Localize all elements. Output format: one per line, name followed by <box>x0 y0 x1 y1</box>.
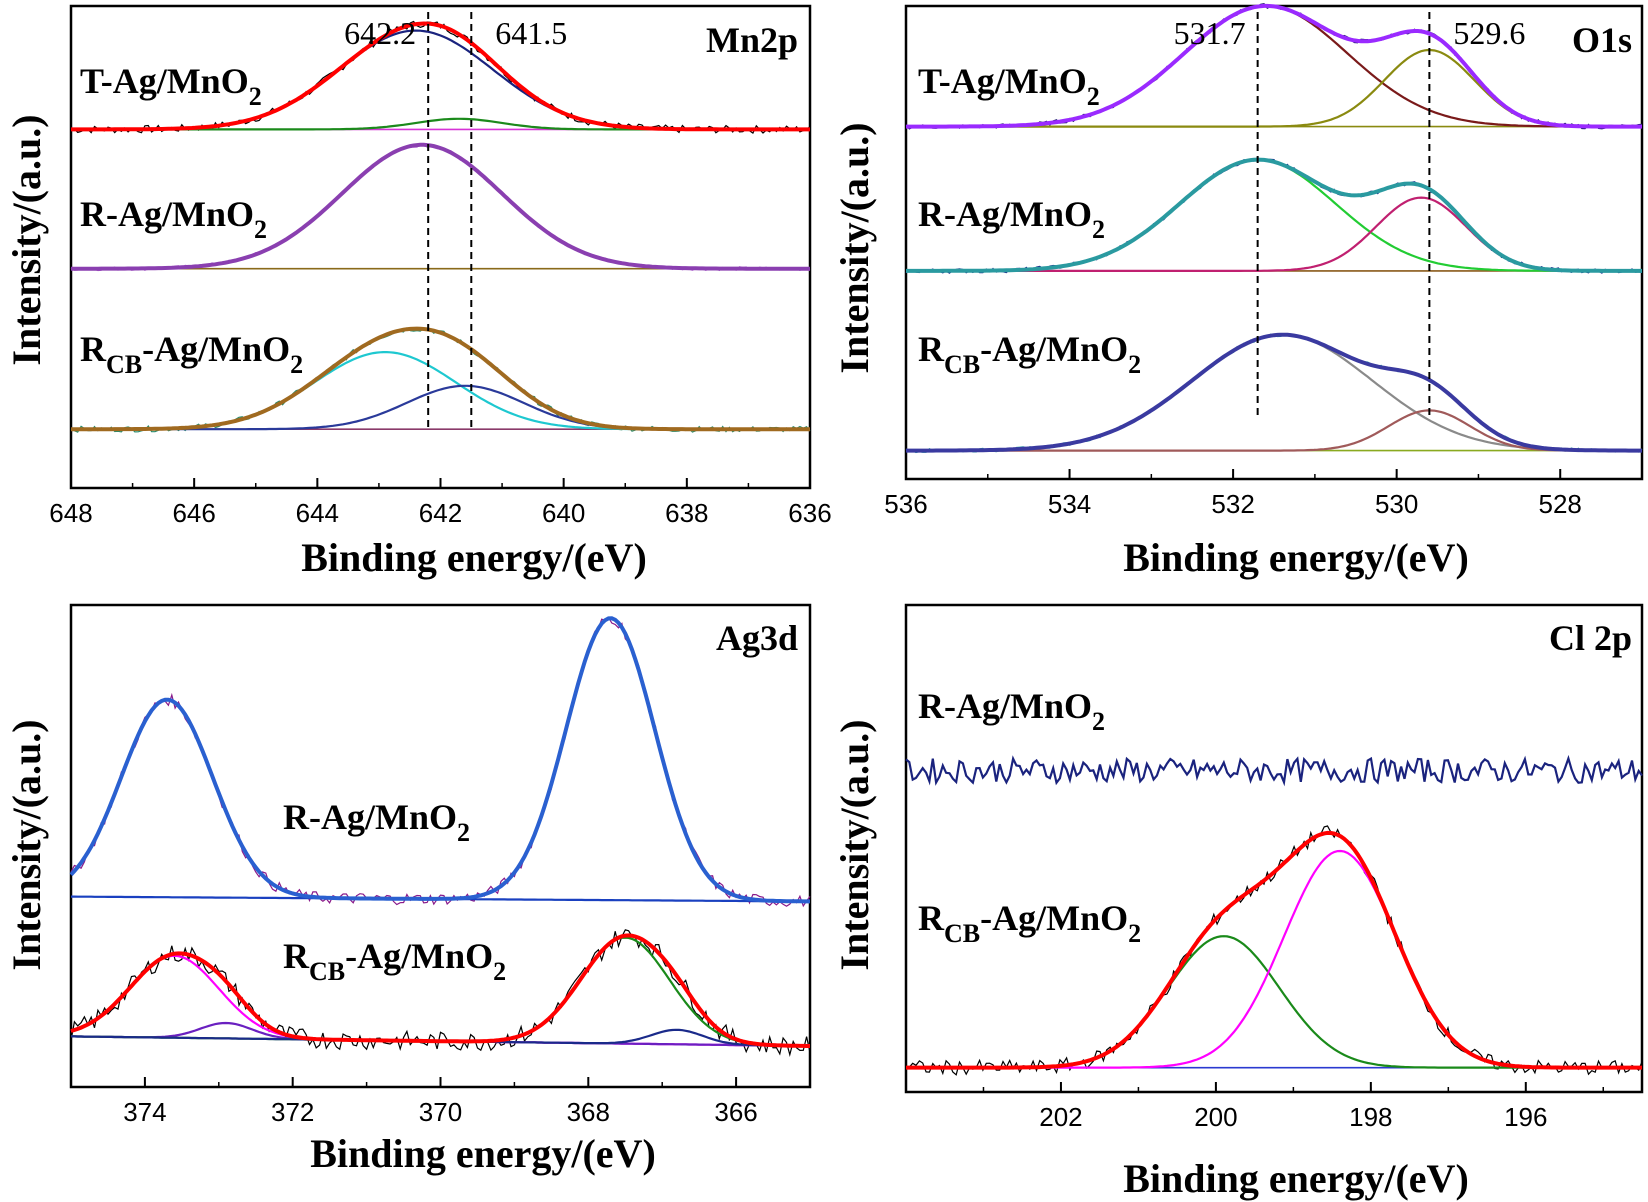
svg-text:R-Ag/MnO2: R-Ag/MnO2 <box>283 797 470 847</box>
envelope-o1s-1 <box>906 157 1642 273</box>
envelope-mn2p-0 <box>71 21 810 132</box>
peak-o1s-2-1 <box>906 409 1642 452</box>
annotation-label-mn2p-1: 641.5 <box>495 15 567 51</box>
ylabel-cl2p: Intensity/(a.u.) <box>832 719 877 970</box>
annotations-mn2p: 642.2 641.5 <box>344 12 567 428</box>
svg-text:RCB-Ag/MnO2: RCB-Ag/MnO2 <box>80 329 303 379</box>
panel-o1s: Intensity/(a.u.) O1s 536 534 532 530 528 531… <box>832 3 1644 580</box>
envelope-ag3d-1 <box>70 933 810 1048</box>
xtick-label-cl2p-0: 202 <box>1039 1102 1082 1132</box>
xtick-label-o1s-0: 536 <box>884 489 927 519</box>
curves-o1s <box>905 3 1643 454</box>
envelope-o1s-2 <box>906 332 1642 453</box>
curves-ag3d <box>69 616 811 1057</box>
annotation-label-o1s-1: 529.6 <box>1453 15 1525 51</box>
title-cl2p: Cl 2p <box>1549 618 1632 658</box>
raw-data-cl2p-1 <box>905 825 1643 1076</box>
sample-label-ag3d-0: R-Ag/MnO2 <box>283 797 470 847</box>
ylabel-ag3d: Intensity/(a.u.) <box>4 719 49 970</box>
xtick-label-mn2p-3: 642 <box>419 498 462 528</box>
panel-ag3d: Intensity/(a.u.) Ag3d 374 372 370 368 366 R-… <box>4 603 812 1176</box>
xtick-label-mn2p-4: 640 <box>542 498 585 528</box>
annotation-label-mn2p-0: 642.2 <box>344 15 416 51</box>
xlabel-cl2p: Binding energy/(eV) <box>1123 1156 1469 1201</box>
xticks-ag3d: 374 372 370 368 366 <box>123 1077 758 1127</box>
sample-label-o1s-2: RCB-Ag/MnO2 <box>918 329 1141 379</box>
sample-label-mn2p-1: R-Ag/MnO2 <box>80 194 267 244</box>
svg-text:T-Ag/MnO2: T-Ag/MnO2 <box>918 61 1100 111</box>
xtick-label-o1s-3: 530 <box>1375 489 1418 519</box>
title-mn2p: Mn2p <box>706 20 798 60</box>
raw-data-cl2p-0 <box>905 754 1643 787</box>
ylabel-o1s: Intensity/(a.u.) <box>832 122 877 373</box>
curves-mn2p <box>70 20 811 433</box>
sample-label-cl2p-0: R-Ag/MnO2 <box>918 686 1105 736</box>
svg-text:R-Ag/MnO2: R-Ag/MnO2 <box>918 686 1105 736</box>
svg-text:RCB-Ag/MnO2: RCB-Ag/MnO2 <box>918 898 1141 948</box>
svg-text:T-Ag/MnO2: T-Ag/MnO2 <box>80 61 262 111</box>
curves-cl2p <box>905 754 1643 1076</box>
sample-label-o1s-1: R-Ag/MnO2 <box>918 194 1105 244</box>
xtick-label-o1s-1: 534 <box>1048 489 1091 519</box>
svg-text:R-Ag/MnO2: R-Ag/MnO2 <box>918 194 1105 244</box>
envelope-cl2p-1 <box>906 830 1642 1070</box>
xtick-label-cl2p-2: 198 <box>1349 1102 1392 1132</box>
xtick-label-ag3d-4: 366 <box>714 1097 757 1127</box>
sample-label-mn2p-0: T-Ag/MnO2 <box>80 61 262 111</box>
xlabel-ag3d: Binding energy/(eV) <box>310 1131 656 1176</box>
svg-text:RCB-Ag/MnO2: RCB-Ag/MnO2 <box>918 329 1141 379</box>
panel-cl2p: Intensity/(a.u.) Cl 2p 202 200 198 196 R-Ag… <box>832 603 1644 1201</box>
xticks-cl2p: 202 200 198 196 <box>982 1082 1605 1132</box>
xlabel-o1s: Binding energy/(eV) <box>1123 535 1469 580</box>
xtick-label-ag3d-2: 370 <box>419 1097 462 1127</box>
sample-label-mn2p-2: RCB-Ag/MnO2 <box>80 329 303 379</box>
xtick-label-mn2p-2: 644 <box>296 498 339 528</box>
xtick-label-mn2p-1: 646 <box>172 498 215 528</box>
envelope-o1s-0 <box>906 3 1642 129</box>
raw-data-ag3d-1 <box>70 929 811 1057</box>
peak-mn2p-2-1 <box>71 384 810 431</box>
xtick-label-ag3d-1: 372 <box>271 1097 314 1127</box>
svg-text:R-Ag/MnO2: R-Ag/MnO2 <box>80 194 267 244</box>
xtick-label-mn2p-0: 648 <box>49 498 92 528</box>
xtick-label-ag3d-0: 374 <box>123 1097 166 1127</box>
xticks-mn2p: 648 646 644 642 640 638 636 <box>49 478 832 528</box>
title-ag3d: Ag3d <box>716 618 798 658</box>
envelope-mn2p-1 <box>71 142 810 271</box>
sample-label-cl2p-1: RCB-Ag/MnO2 <box>918 898 1141 948</box>
xlabel-mn2p: Binding energy/(eV) <box>301 535 647 580</box>
title-o1s: O1s <box>1572 20 1632 60</box>
xtick-label-cl2p-3: 196 <box>1504 1102 1547 1132</box>
xtick-label-ag3d-3: 368 <box>567 1097 610 1127</box>
sample-label-o1s-0: T-Ag/MnO2 <box>918 61 1100 111</box>
xtick-label-o1s-2: 532 <box>1211 489 1254 519</box>
ylabel-mn2p: Intensity/(a.u.) <box>4 114 49 365</box>
sample-label-ag3d-1: RCB-Ag/MnO2 <box>283 936 506 986</box>
xtick-label-mn2p-6: 636 <box>788 498 831 528</box>
plot-frame-cl2p <box>904 603 1644 1094</box>
xtick-label-cl2p-1: 200 <box>1194 1102 1237 1132</box>
annotations-o1s: 531.7 529.6 <box>1174 12 1525 419</box>
xtick-label-o1s-4: 528 <box>1539 489 1582 519</box>
xtick-label-mn2p-5: 638 <box>665 498 708 528</box>
svg-text:RCB-Ag/MnO2: RCB-Ag/MnO2 <box>283 936 506 986</box>
envelope-mn2p-2 <box>71 326 810 432</box>
annotation-label-o1s-0: 531.7 <box>1174 15 1246 51</box>
envelope-ag3d-0 <box>69 616 810 904</box>
peak-cl2p-1-1 <box>906 849 1642 1069</box>
peak-cl2p-1-0 <box>906 935 1642 1069</box>
panel-mn2p: Intensity/(a.u.) Mn2p 648 646 644 642 640 638… <box>4 4 832 580</box>
xticks-o1s: 536 534 532 530 528 <box>884 469 1582 519</box>
